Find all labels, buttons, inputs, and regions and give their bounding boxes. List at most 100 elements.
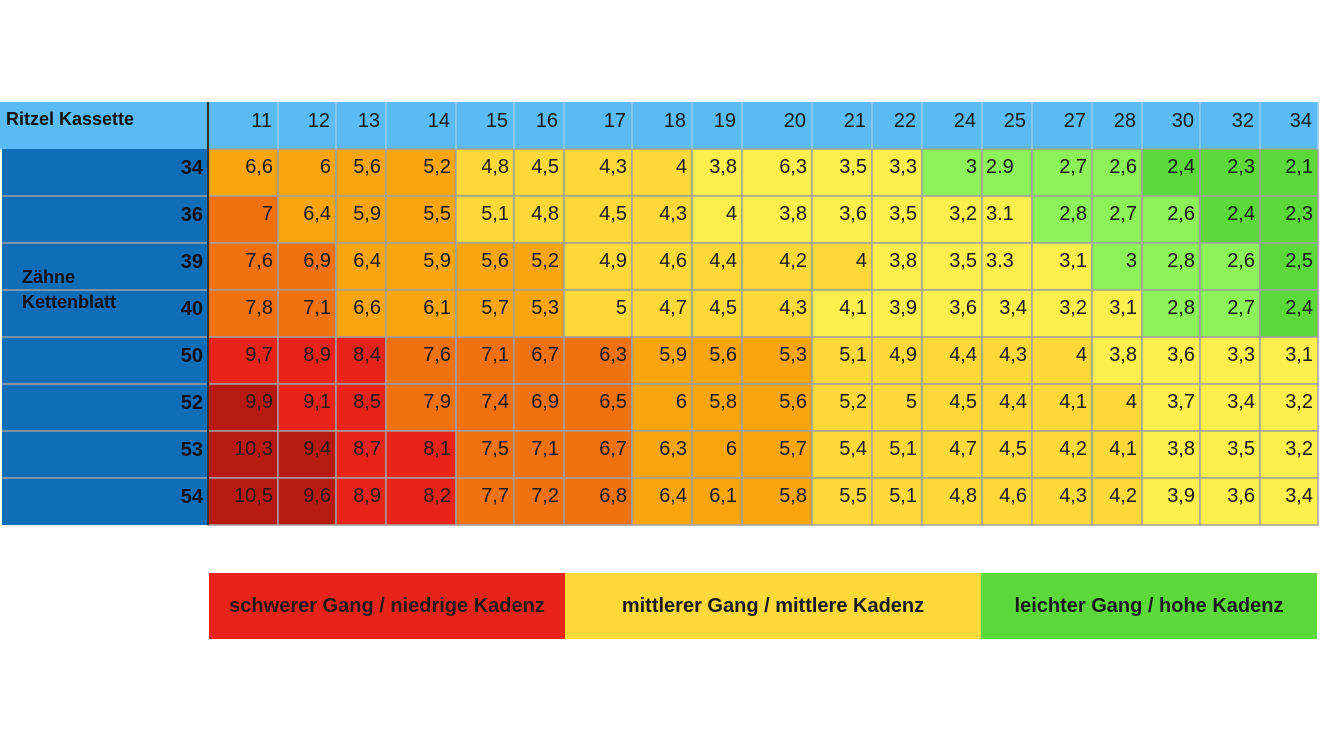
cell-value-label: 5,2 xyxy=(531,250,559,272)
heatmap-cell xyxy=(455,383,515,432)
cell-value-label: 6,1 xyxy=(709,485,737,507)
column-label: 20 xyxy=(784,110,806,132)
heatmap-cell xyxy=(455,242,515,291)
cell-value-label: 9,7 xyxy=(245,344,273,366)
cell-value-label: 4,4 xyxy=(709,250,737,272)
cell-value-label: 7,7 xyxy=(481,485,509,507)
column-label: 11 xyxy=(251,110,272,132)
heatmap-cell xyxy=(455,195,515,244)
heatmap-cell xyxy=(1031,242,1093,291)
cell-value-label: 3 xyxy=(966,156,977,178)
heatmap-cell xyxy=(741,336,813,385)
row-label: 36 xyxy=(181,204,203,226)
cell-value-label: 2,1 xyxy=(1285,156,1313,178)
column-label: 14 xyxy=(428,110,450,132)
cell-value-label: 2.9 xyxy=(986,156,1014,178)
cell-value-label: 6,4 xyxy=(303,203,331,225)
cell-value-label: 4,8 xyxy=(949,485,977,507)
row-labels: 34 36 39 40 50 52 53 54 xyxy=(181,157,204,508)
cell-value-label: 7,2 xyxy=(531,485,559,507)
cell-value-label: 5,3 xyxy=(531,297,559,319)
heatmap-cell xyxy=(385,336,457,385)
heatmap-cell xyxy=(1259,383,1319,432)
heatmap-cell xyxy=(385,242,457,291)
column-labels: 11 12 13 14 15 16 17 18 19 20 21 22 24 25 27 28 30 32 34 xyxy=(251,102,1319,149)
cell-value-label: 6,4 xyxy=(353,250,381,272)
cell-value-label: 5,8 xyxy=(779,485,807,507)
cell-value-label: 10,3 xyxy=(234,438,273,460)
cell-value-label: 3 xyxy=(1126,250,1137,272)
cell-value-label: 6,7 xyxy=(599,438,627,460)
cell-value-label: 5,7 xyxy=(779,438,807,460)
heatmap-cell xyxy=(563,242,633,291)
cell-value-label: 4,2 xyxy=(1109,485,1137,507)
column-label: 30 xyxy=(1172,110,1194,132)
cell-value-label: 8,4 xyxy=(353,344,381,366)
cell-value-label: 5,7 xyxy=(481,297,509,319)
column-label: 19 xyxy=(714,110,736,132)
heatmap-cell xyxy=(981,477,1033,526)
cell-value-label: 4,8 xyxy=(531,203,559,225)
cell-value-label: 4,7 xyxy=(659,297,687,319)
column-label: 27 xyxy=(1064,110,1086,132)
column-label: 22 xyxy=(894,110,916,132)
cell-value-label: 6,9 xyxy=(531,391,559,413)
column-label: 25 xyxy=(1004,110,1026,132)
heatmap-cell xyxy=(1031,195,1093,244)
cell-value-label: 3,4 xyxy=(1285,485,1313,507)
heatmap-cell xyxy=(335,430,387,479)
cell-value-label: 3,8 xyxy=(889,250,917,272)
heatmap-cell xyxy=(1199,242,1261,291)
column-label: 32 xyxy=(1232,110,1254,132)
cell-value-label: 5,1 xyxy=(839,344,867,366)
cell-value-label: 5 xyxy=(906,391,917,413)
cell-value-label: 6,6 xyxy=(245,156,273,178)
heatmap-cell xyxy=(207,477,279,526)
heatmap-cell xyxy=(631,289,693,338)
cell-value-label: 4,5 xyxy=(949,391,977,413)
cell-value-label: 7 xyxy=(262,203,273,225)
cell-value-label: 4,4 xyxy=(949,344,977,366)
heatmap-cell xyxy=(691,430,743,479)
cell-value-label: 3,2 xyxy=(949,203,977,225)
cell-value-label: 4,5 xyxy=(599,203,627,225)
heatmap-cell xyxy=(871,336,923,385)
cell-value-label: 4,6 xyxy=(659,250,687,272)
heatmap-cell xyxy=(513,430,565,479)
cell-value-label: 3,9 xyxy=(1167,485,1195,507)
cell-value-label: 3,9 xyxy=(889,297,917,319)
heatmap-cell xyxy=(207,195,279,244)
cell-value-label: 5,4 xyxy=(839,438,867,460)
cell-value-label: 5,2 xyxy=(423,156,451,178)
column-label: 18 xyxy=(664,110,686,132)
cell-value-label: 6 xyxy=(726,438,737,460)
heatmap-cell xyxy=(1091,477,1143,526)
cell-value-label: 2,5 xyxy=(1285,250,1313,272)
cell-value-label: 9,1 xyxy=(303,391,331,413)
cell-value-label: 5,5 xyxy=(839,485,867,507)
cell-value-label: 3,8 xyxy=(709,156,737,178)
heatmap-cell xyxy=(455,148,515,197)
heatmap-cell xyxy=(1031,430,1093,479)
cell-value-label: 4,3 xyxy=(999,344,1027,366)
legend-hard-gear: schwerer Gang / niedrige Kadenz xyxy=(209,573,565,639)
heatmap-cell xyxy=(631,336,693,385)
heatmap-cells: 6,6 6 5,6 5,2 4,8 4,5 4,3 4 3,8 6,3 3,5 3,3 3 2.9 2,7 2… xyxy=(207,148,1319,526)
cell-value-label: 2,4 xyxy=(1227,203,1255,225)
cell-value-label: 3,2 xyxy=(1285,391,1313,413)
cell-value-label: 8,7 xyxy=(353,438,381,460)
cell-value-label: 3,1 xyxy=(1109,297,1137,319)
heatmap-cell xyxy=(811,242,873,291)
heatmap-cell xyxy=(631,148,693,197)
heatmap-cell xyxy=(563,477,633,526)
column-label: 24 xyxy=(954,110,976,132)
cell-value-label: 4,5 xyxy=(999,438,1027,460)
cell-value-label: 2,6 xyxy=(1109,156,1137,178)
heatmap-cell xyxy=(335,477,387,526)
heatmap-cell xyxy=(563,289,633,338)
cell-value-label: 3.3 xyxy=(986,250,1014,272)
heatmap-cell xyxy=(455,477,515,526)
heatmap-cell xyxy=(1199,289,1261,338)
row-label: 53 xyxy=(181,439,203,461)
cell-value-label: 3,7 xyxy=(1167,391,1195,413)
